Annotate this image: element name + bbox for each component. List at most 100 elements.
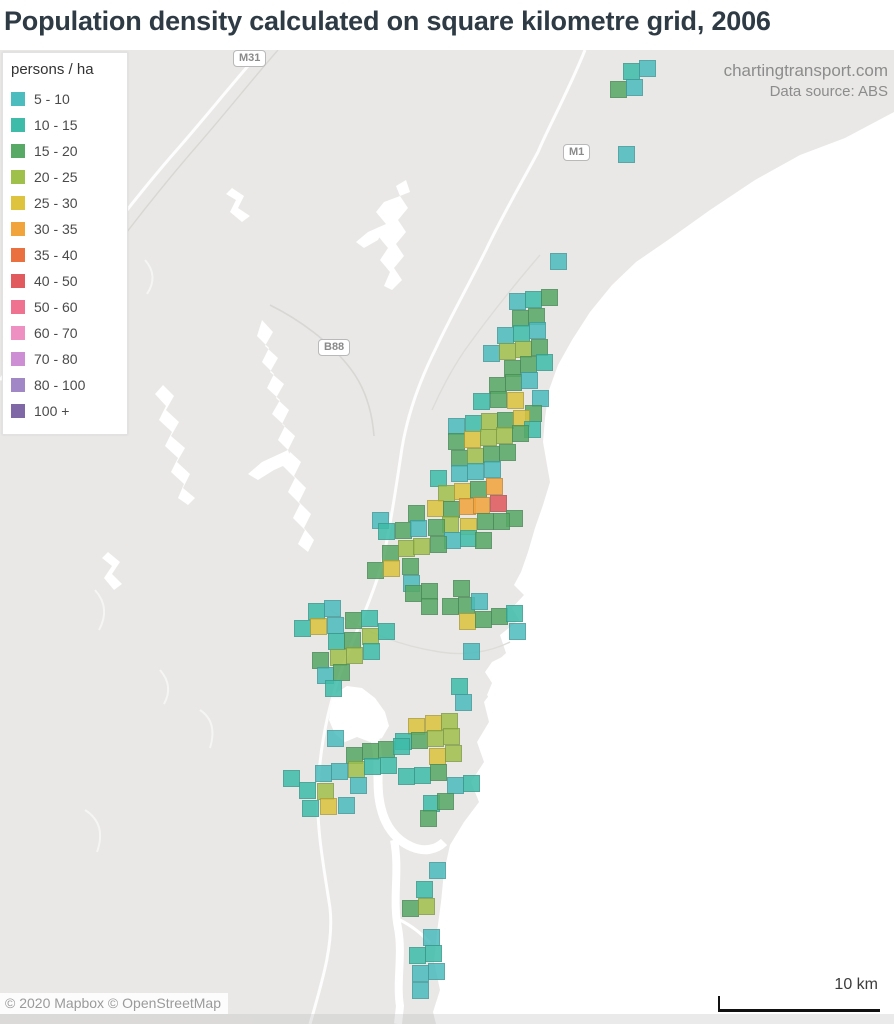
grid-cell[interactable] [324,600,341,617]
grid-cell[interactable] [521,372,538,389]
grid-cell[interactable] [475,532,492,549]
grid-cell[interactable] [398,768,415,785]
grid-cell[interactable] [429,862,446,879]
grid-cell[interactable] [463,643,480,660]
grid-cell[interactable] [490,391,507,408]
grid-cell[interactable] [327,617,344,634]
grid-cell[interactable] [428,519,445,536]
grid-cell[interactable] [402,900,419,917]
grid-cell[interactable] [464,431,481,448]
grid-cell[interactable] [299,782,316,799]
grid-cell[interactable] [320,798,337,815]
grid-cell[interactable] [447,777,464,794]
grid-cell[interactable] [541,289,558,306]
grid-cell[interactable] [421,598,438,615]
grid-cell[interactable] [418,898,435,915]
grid-cell[interactable] [378,623,395,640]
grid-cell[interactable] [427,500,444,517]
grid-cell[interactable] [363,643,380,660]
grid-cell[interactable] [497,327,514,344]
grid-cell[interactable] [529,322,546,339]
grid-cell[interactable] [294,620,311,637]
grid-cell[interactable] [623,63,640,80]
grid-cell[interactable] [383,560,400,577]
grid-cell[interactable] [483,345,500,362]
grid-cell[interactable] [610,81,627,98]
grid-cell[interactable] [463,775,480,792]
grid-cell[interactable] [409,947,426,964]
grid-cell[interactable] [325,680,342,697]
grid-cell[interactable] [536,354,553,371]
grid-cell[interactable] [509,623,526,640]
grid-cell[interactable] [345,612,362,629]
grid-cell[interactable] [467,463,484,480]
grid-cell[interactable] [484,461,501,478]
grid-cell[interactable] [328,633,345,650]
grid-cell[interactable] [486,478,503,495]
grid-cell[interactable] [413,538,430,555]
grid-cell[interactable] [338,797,355,814]
grid-cell[interactable] [453,580,470,597]
grid-cell[interactable] [411,732,428,749]
grid-cell[interactable] [430,536,447,553]
grid-cell[interactable] [367,562,384,579]
grid-cell[interactable] [506,605,523,622]
grid-cell[interactable] [410,520,427,537]
grid-cell[interactable] [448,433,465,450]
grid-cell[interactable] [393,738,410,755]
grid-cell[interactable] [473,393,490,410]
grid-cell[interactable] [429,748,446,765]
grid-cell[interactable] [493,513,510,530]
grid-cell[interactable] [455,694,472,711]
grid-cell[interactable] [451,465,468,482]
grid-cell[interactable] [315,765,332,782]
grid-cell[interactable] [509,293,526,310]
grid-cell[interactable] [361,610,378,627]
grid-cell[interactable] [283,770,300,787]
grid-cell[interactable] [423,929,440,946]
grid-cell[interactable] [378,523,395,540]
grid-cell[interactable] [427,730,444,747]
grid-cell[interactable] [639,60,656,77]
grid-cell[interactable] [477,513,494,530]
grid-cell[interactable] [405,585,422,602]
grid-cell[interactable] [505,374,522,391]
grid-cell[interactable] [437,793,454,810]
map-canvas[interactable]: M31 M1 B88 persons / ha 5 - 10 10 - 15 15 - … [0,50,894,1024]
grid-cell[interactable] [480,429,497,446]
grid-cell[interactable] [550,253,567,270]
grid-cell[interactable] [470,481,487,498]
grid-cell[interactable] [346,647,363,664]
grid-cell[interactable] [327,730,344,747]
grid-cell[interactable] [348,761,365,778]
grid-cell[interactable] [499,444,516,461]
grid-cell[interactable] [490,495,507,512]
grid-cell[interactable] [475,611,492,628]
grid-cell[interactable] [333,664,350,681]
grid-cell[interactable] [420,810,437,827]
grid-cell[interactable] [414,767,431,784]
grid-cell[interactable] [331,763,348,780]
grid-cell[interactable] [618,146,635,163]
grid-cell[interactable] [513,325,530,342]
grid-cell[interactable] [425,945,442,962]
grid-cell[interactable] [416,881,433,898]
grid-cell[interactable] [380,757,397,774]
grid-cell[interactable] [473,497,490,514]
grid-cell[interactable] [402,558,419,575]
grid-cell[interactable] [499,343,516,360]
grid-cell[interactable] [442,598,459,615]
grid-cell[interactable] [512,425,529,442]
grid-cell[interactable] [471,593,488,610]
grid-cell[interactable] [520,356,537,373]
grid-cell[interactable] [451,678,468,695]
grid-cell[interactable] [364,758,381,775]
grid-cell[interactable] [626,79,643,96]
grid-cell[interactable] [459,613,476,630]
grid-cell[interactable] [428,963,445,980]
grid-cell[interactable] [310,618,327,635]
grid-cell[interactable] [525,291,542,308]
map-attribution[interactable]: © 2020 Mapbox © OpenStreetMap [0,993,228,1014]
grid-cell[interactable] [302,800,319,817]
grid-cell[interactable] [430,764,447,781]
